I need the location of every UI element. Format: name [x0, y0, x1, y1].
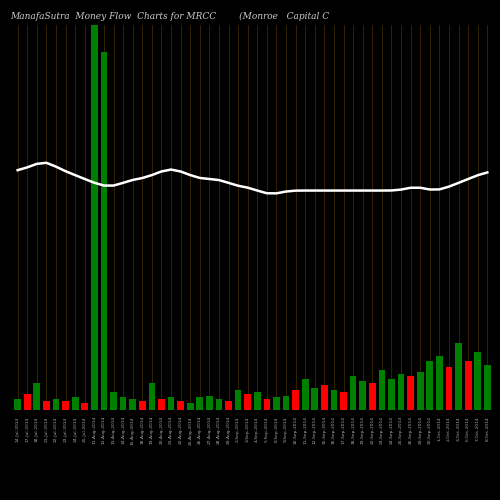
Bar — [34, 383, 40, 410]
Bar — [225, 401, 232, 410]
Bar — [62, 401, 69, 410]
Bar — [244, 394, 251, 410]
Bar — [196, 398, 203, 410]
Bar — [24, 394, 30, 410]
Bar — [436, 356, 443, 410]
Bar — [378, 370, 386, 410]
Bar — [340, 392, 347, 410]
Bar — [158, 400, 165, 410]
Bar — [110, 392, 117, 410]
Bar — [43, 401, 50, 410]
Bar — [321, 385, 328, 410]
Bar — [264, 400, 270, 410]
Bar — [120, 398, 126, 410]
Bar — [398, 374, 404, 410]
Bar — [388, 378, 395, 410]
Bar — [52, 400, 60, 410]
Bar — [369, 383, 376, 410]
Bar — [273, 398, 280, 410]
Bar — [360, 382, 366, 410]
Bar — [455, 343, 462, 410]
Bar — [72, 398, 78, 410]
Bar — [178, 401, 184, 410]
Text: ManafaSutra  Money Flow  Charts for MRCC        (Monroe   Capital C: ManafaSutra Money Flow Charts for MRCC (… — [10, 12, 329, 22]
Bar — [312, 388, 318, 410]
Bar — [446, 367, 452, 410]
Bar — [206, 396, 212, 410]
Bar — [148, 383, 155, 410]
Bar — [474, 352, 481, 410]
Bar — [14, 400, 21, 410]
Bar — [282, 396, 290, 410]
Bar — [130, 400, 136, 410]
Bar — [417, 372, 424, 410]
Bar — [254, 392, 260, 410]
Bar — [139, 401, 145, 410]
Bar — [426, 361, 433, 410]
Bar — [330, 390, 338, 410]
Bar — [187, 403, 194, 410]
Bar — [484, 365, 490, 410]
Bar — [100, 52, 107, 410]
Bar — [350, 376, 356, 410]
Bar — [216, 400, 222, 410]
Bar — [235, 390, 242, 410]
Bar — [408, 376, 414, 410]
Bar — [82, 403, 88, 410]
Bar — [292, 390, 299, 410]
Bar — [302, 378, 308, 410]
Bar — [465, 361, 471, 410]
Bar — [91, 25, 98, 410]
Bar — [168, 398, 174, 410]
